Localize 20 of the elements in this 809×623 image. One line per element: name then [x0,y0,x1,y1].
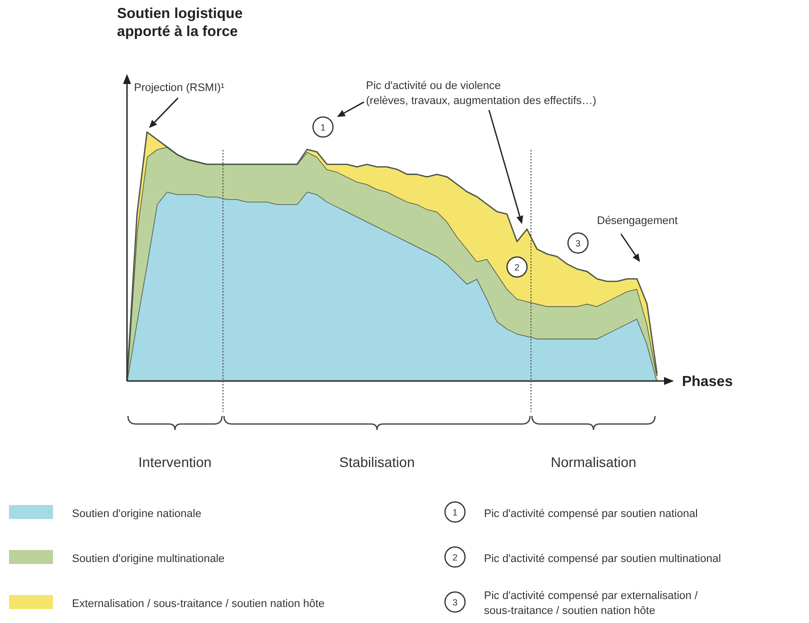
x-axis-title: Phases [682,374,733,390]
text: Pic d'activité compensé par externalisation / sous-traitance / soutien nation hôte [484,590,699,617]
text: Pic d'activité compensé par soutien multinational [484,553,721,565]
annotation: 2 [514,262,520,272]
text: Intervention [138,454,212,470]
text: 1 [452,508,458,518]
legend-label: Soutien d'origine nationale [72,508,202,520]
annotation: 1 [320,122,326,132]
text: 3 [452,598,458,608]
text: Pic d'activité ou de violence (relèves, travaux, augmentation des effectifs…) [366,80,596,107]
text: 2 [452,552,458,562]
text: Projection (RSMI)¹ [134,82,225,94]
legend-label: Externalisation / sous-traitance / soutien nation hôte [72,598,325,610]
text: Pic d'activité compensé par soutien national [484,508,698,520]
text: Stabilisation [339,454,415,470]
annotation: 3 [575,238,581,248]
text: Soutien logistique apporté à la force [117,6,243,40]
legend-label: Soutien d'origine multinationale [72,553,225,565]
annotation: Désengagement [597,215,678,227]
text: Normalisation [550,454,636,470]
